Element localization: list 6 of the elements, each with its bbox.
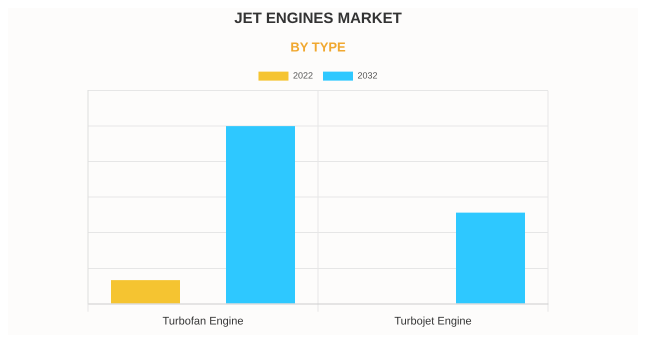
x-tick-label: Turbojet Engine bbox=[394, 315, 472, 328]
x-tick-label: Turbofan Engine bbox=[162, 315, 244, 328]
legend-label: 2032 bbox=[358, 70, 378, 81]
legend-label: 2022 bbox=[292, 70, 314, 81]
chart-subtitle: BY TYPE bbox=[290, 39, 346, 54]
chart-title: JET ENGINES MARKET bbox=[234, 10, 402, 28]
